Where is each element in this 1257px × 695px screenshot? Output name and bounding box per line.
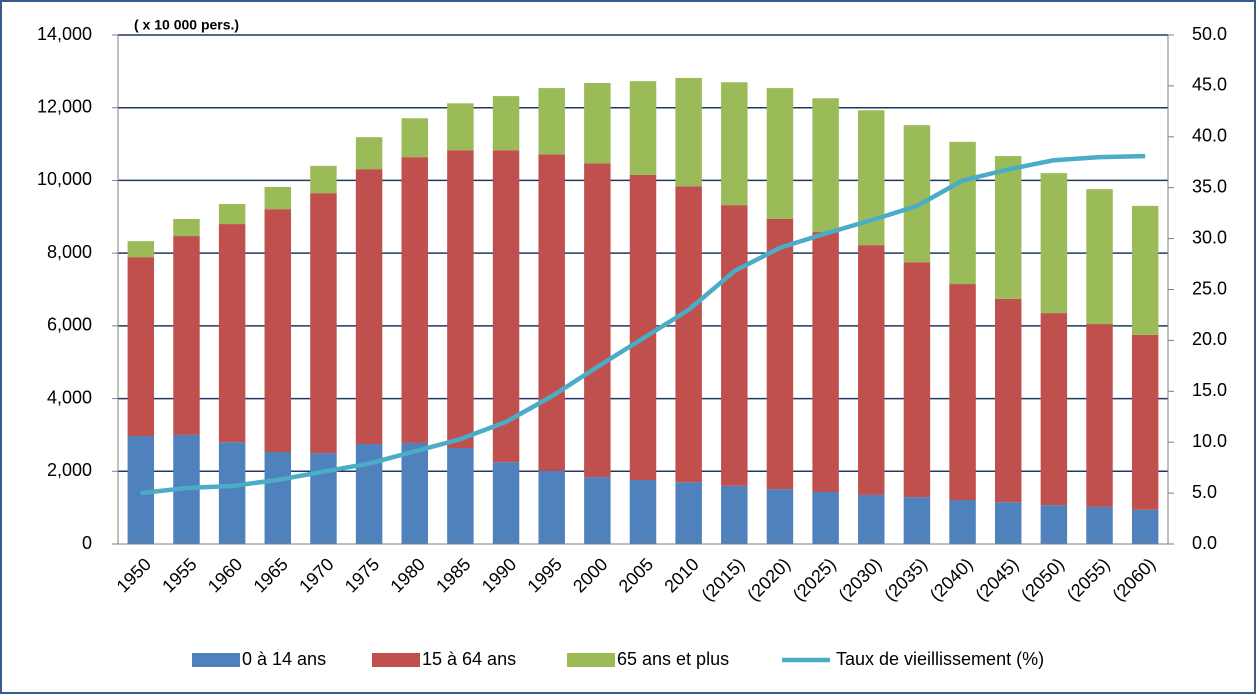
y2-tick-label: 30.0 <box>1192 227 1227 247</box>
bar-segment <box>492 96 520 151</box>
bar-segment <box>994 156 1022 299</box>
bar-segment <box>264 186 292 210</box>
y-tick-label: 12,000 <box>37 96 92 116</box>
bar-segment <box>1040 505 1068 544</box>
bar-segment <box>903 497 931 544</box>
bar-segment <box>1086 324 1113 507</box>
bar-segment <box>721 485 748 544</box>
bar-segment <box>538 154 565 471</box>
y-tick-label: 8,000 <box>47 242 92 262</box>
bar-segment <box>766 218 794 490</box>
bar-segment <box>903 262 931 498</box>
bar-segment <box>310 193 337 454</box>
bar-segment <box>310 165 337 194</box>
bar-segment <box>447 448 474 544</box>
bar-segment <box>949 141 976 285</box>
legend-label: 65 ans et plus <box>617 649 729 669</box>
bar-segment <box>584 477 611 544</box>
bar-segment <box>994 502 1022 544</box>
bar-segment <box>812 492 839 544</box>
unit-note: ( x 10 000 pers.) <box>134 17 239 33</box>
bar-segment <box>858 245 885 495</box>
legend-label: 15 à 64 ans <box>422 649 516 669</box>
y-tick-label: 0 <box>82 533 92 553</box>
bar-segment <box>538 470 565 544</box>
y2-tick-label: 35.0 <box>1192 176 1227 196</box>
y2-tick-label: 0.0 <box>1192 533 1217 553</box>
bar-segment <box>264 452 292 544</box>
y2-tick-label: 25.0 <box>1192 278 1227 298</box>
bar-segment <box>949 284 976 501</box>
bar-segment <box>218 442 246 544</box>
bar-segment <box>264 209 292 453</box>
y2-tick-label: 40.0 <box>1192 126 1227 146</box>
y-tick-label: 4,000 <box>47 387 92 407</box>
bar-segment <box>766 88 794 219</box>
bar-segment <box>721 205 748 486</box>
bar-segment <box>173 218 200 237</box>
bar-segment <box>401 118 428 158</box>
bar-segment <box>858 494 885 544</box>
y-tick-label: 10,000 <box>37 169 92 189</box>
bar-segment <box>1086 189 1113 325</box>
bar-segment <box>1086 506 1113 544</box>
legend-label: 0 à 14 ans <box>242 649 326 669</box>
bar-segment <box>355 169 383 445</box>
bar-segment <box>766 489 794 544</box>
y2-tick-label: 45.0 <box>1192 75 1227 95</box>
y-tick-label: 6,000 <box>47 315 92 335</box>
legend-swatch <box>567 653 615 667</box>
y2-tick-label: 50.0 <box>1192 24 1227 44</box>
bar-segment <box>218 224 246 443</box>
line <box>140 153 1146 496</box>
y2-tick-label: 15.0 <box>1192 380 1227 400</box>
bar-segment <box>401 157 428 443</box>
bar-segment <box>1040 313 1068 506</box>
bar-segment <box>1131 334 1159 510</box>
bar-segment <box>492 462 520 544</box>
legend-swatch <box>192 653 240 667</box>
bar-segment <box>629 174 657 481</box>
bar-segment <box>949 500 976 544</box>
bar-segment <box>310 453 337 544</box>
bar-segment <box>1040 173 1068 314</box>
bar-segment <box>675 482 702 544</box>
bar-segment <box>355 137 383 170</box>
bar-segment <box>127 257 155 437</box>
bar-segment <box>812 232 839 493</box>
bar-segment <box>447 150 474 449</box>
bar-segment <box>447 103 474 151</box>
bar-segment <box>173 236 200 435</box>
bar-segment <box>903 125 931 263</box>
bar-segment <box>538 88 565 155</box>
y2-tick-label: 20.0 <box>1192 329 1227 349</box>
bar-segment <box>584 82 611 164</box>
legend-swatch <box>372 653 420 667</box>
bar-segment <box>401 442 428 544</box>
bar-segment <box>127 241 155 258</box>
bar-segment <box>584 163 611 478</box>
y2-tick-label: 5.0 <box>1192 482 1217 502</box>
bar-segment <box>675 77 702 187</box>
bar-segment <box>675 186 702 483</box>
bar-segment <box>994 298 1022 503</box>
y-tick-label: 14,000 <box>37 24 92 44</box>
bar-segment <box>812 98 839 233</box>
bar-segment <box>629 480 657 544</box>
y2-tick-label: 10.0 <box>1192 431 1227 451</box>
bar-segment <box>492 150 520 463</box>
bar-segment <box>1131 509 1159 544</box>
bar-segment <box>1131 205 1159 335</box>
bar-segment <box>721 82 748 206</box>
bar-segment <box>629 81 657 175</box>
y-tick-label: 2,000 <box>47 460 92 480</box>
legend-label: Taux de vieillissement (%) <box>836 649 1044 669</box>
bar-segment <box>218 204 246 225</box>
